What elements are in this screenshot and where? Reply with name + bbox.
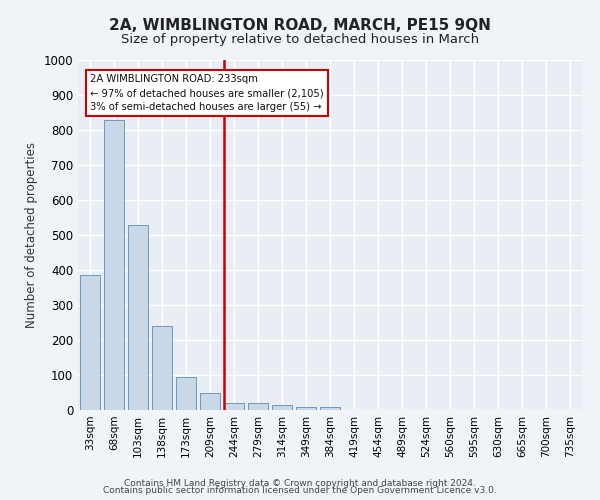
Bar (272, 405, 292, 410)
Bar (152, 326, 172, 410)
Text: 2A, WIMBLINGTON ROAD, MARCH, PE15 9QN: 2A, WIMBLINGTON ROAD, MARCH, PE15 9QN (109, 18, 491, 32)
Text: Contains public sector information licensed under the Open Government Licence v3: Contains public sector information licen… (103, 486, 497, 495)
Bar (176, 378, 196, 410)
Bar (320, 407, 340, 410)
Bar (80, 275, 100, 410)
Bar (248, 403, 268, 410)
Bar (200, 392, 220, 410)
Text: 2A WIMBLINGTON ROAD: 233sqm
← 97% of detached houses are smaller (2,105)
3% of s: 2A WIMBLINGTON ROAD: 233sqm ← 97% of det… (90, 74, 324, 112)
Bar (296, 406, 316, 410)
Y-axis label: Number of detached properties: Number of detached properties (25, 142, 38, 328)
Bar (224, 403, 244, 410)
Text: Contains HM Land Registry data © Crown copyright and database right 2024.: Contains HM Land Registry data © Crown c… (124, 478, 476, 488)
Text: Size of property relative to detached houses in March: Size of property relative to detached ho… (121, 32, 479, 46)
Bar (128, 224, 148, 410)
Bar (104, 120, 124, 410)
